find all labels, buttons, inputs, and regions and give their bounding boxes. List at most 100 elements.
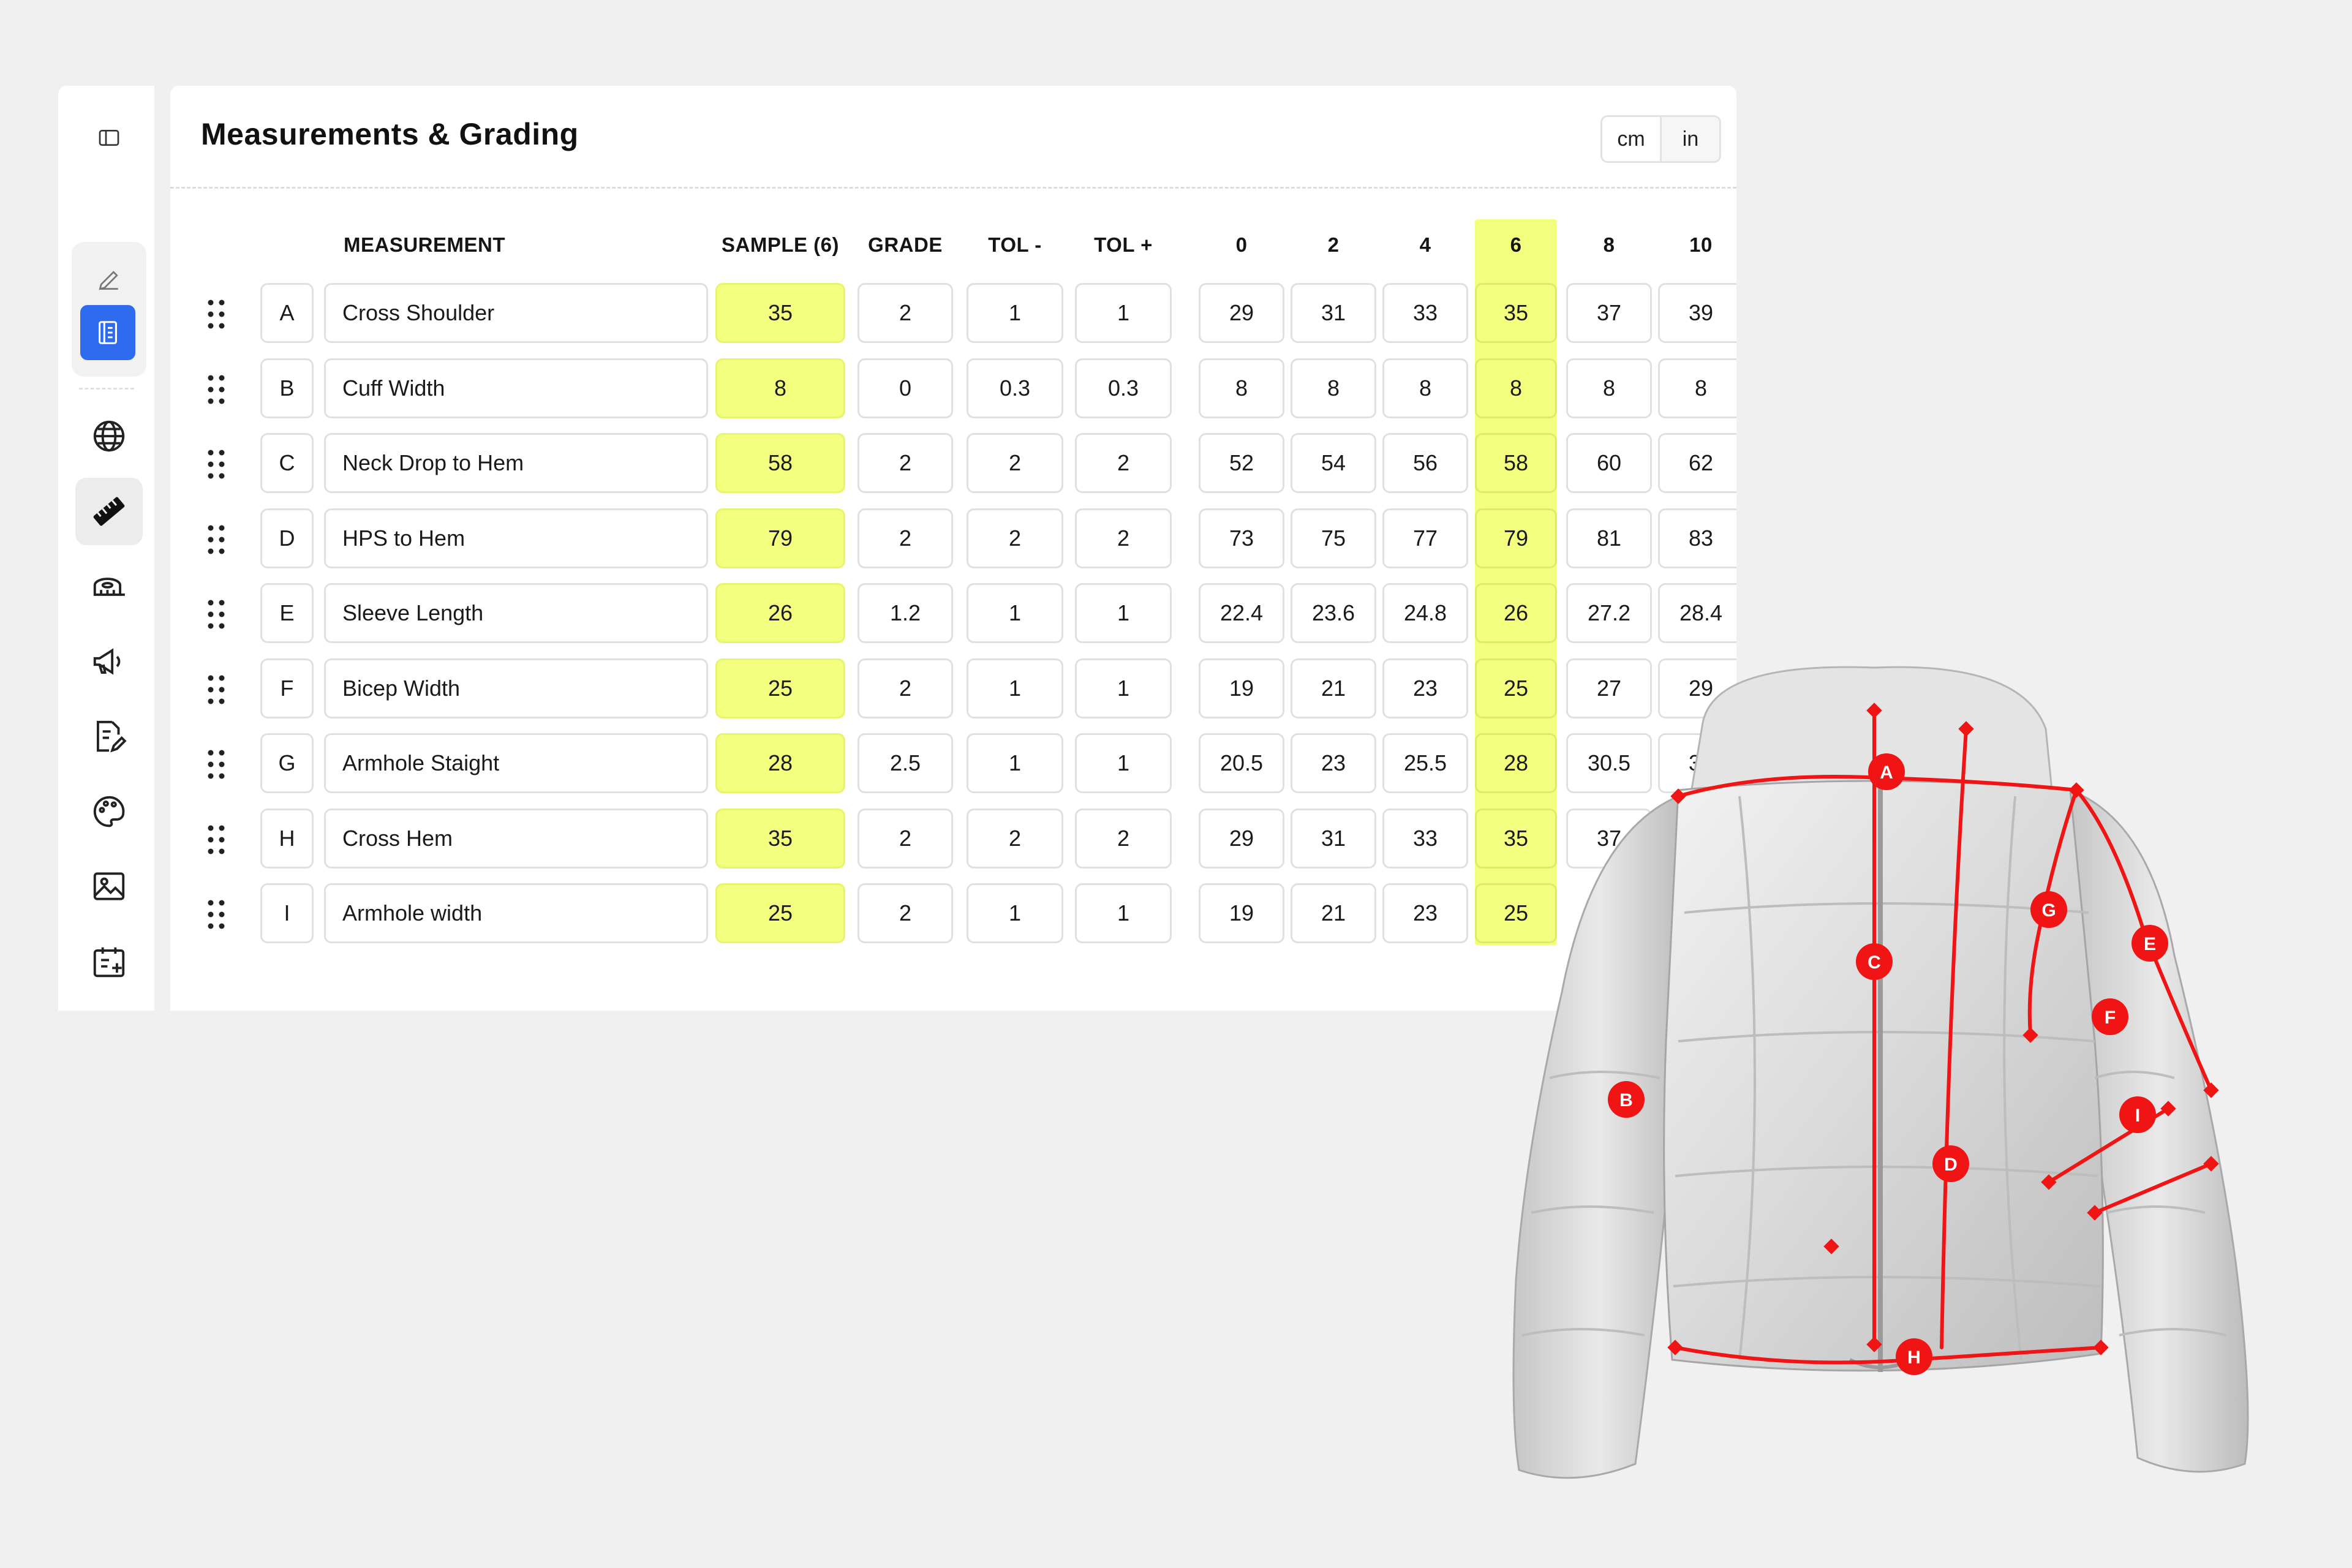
size-value-cell[interactable]: 29 [1199,283,1284,343]
grade-cell[interactable]: 2.5 [858,733,953,793]
sample-cell[interactable]: 35 [715,808,845,869]
tol-minus-cell[interactable]: 1 [967,883,1063,943]
size-value-cell[interactable]: 28.4 [1658,583,1736,643]
size-value-cell[interactable]: 22.4 [1199,583,1284,643]
size-value-cell[interactable]: 24.8 [1382,583,1468,643]
tol-minus-cell[interactable]: 2 [967,433,1063,493]
measurement-marker[interactable]: B [1608,1081,1645,1118]
name-cell[interactable]: Cross Shoulder [324,283,708,343]
size-value-cell[interactable]: 30.5 [1566,733,1652,793]
unit-cm-button[interactable]: cm [1617,127,1645,151]
size-value-cell-highlighted[interactable]: 8 [1475,358,1557,418]
measurement-marker[interactable]: H [1896,1338,1932,1375]
size-value-cell[interactable]: 20.5 [1199,733,1284,793]
tol-plus-cell[interactable]: 2 [1075,508,1172,568]
size-value-cell[interactable]: 23 [1291,733,1376,793]
size-value-cell[interactable]: 54 [1291,433,1376,493]
size-value-cell[interactable]: 19 [1199,658,1284,718]
grade-cell[interactable]: 0 [858,358,953,418]
size-value-cell[interactable]: 39 [1658,283,1736,343]
size-value-cell[interactable]: 8 [1199,358,1284,418]
tol-plus-cell[interactable]: 1 [1075,283,1172,343]
ruler-button[interactable] [75,478,143,545]
size-value-cell-highlighted[interactable]: 25 [1475,883,1557,943]
size-value-cell[interactable]: 8 [1382,358,1468,418]
size-value-cell-highlighted[interactable]: 26 [1475,583,1557,643]
grade-cell[interactable]: 2 [858,508,953,568]
size-value-cell[interactable]: 19 [1199,883,1284,943]
drag-handle-icon[interactable] [207,449,225,480]
tol-minus-cell[interactable]: 0.3 [967,358,1063,418]
size-value-cell[interactable]: 27.2 [1566,583,1652,643]
size-value-cell[interactable]: 31 [1291,283,1376,343]
size-value-cell[interactable]: 62 [1658,433,1736,493]
sample-cell[interactable]: 8 [715,358,845,418]
drag-handle-icon[interactable] [207,299,225,330]
tol-plus-cell[interactable]: 1 [1075,883,1172,943]
size-value-cell[interactable]: 52 [1199,433,1284,493]
size-value-cell[interactable]: 73 [1199,508,1284,568]
size-value-cell-highlighted[interactable]: 25 [1475,658,1557,718]
size-value-cell-highlighted[interactable]: 28 [1475,733,1557,793]
size-value-cell[interactable]: 56 [1382,433,1468,493]
size-value-cell[interactable]: 31 [1291,808,1376,869]
sample-cell[interactable]: 26 [715,583,845,643]
size-value-cell-highlighted[interactable]: 35 [1475,283,1557,343]
measurement-marker[interactable]: F [2092,998,2128,1035]
size-value-cell[interactable]: 8 [1566,358,1652,418]
size-value-cell[interactable]: 21 [1291,658,1376,718]
sample-cell[interactable]: 28 [715,733,845,793]
name-cell[interactable]: Cuff Width [324,358,708,418]
calendar-add-button[interactable] [75,928,143,995]
sample-cell[interactable]: 35 [715,283,845,343]
name-cell[interactable]: Cross Hem [324,808,708,869]
tol-minus-cell[interactable]: 1 [967,658,1063,718]
tol-minus-cell[interactable]: 1 [967,733,1063,793]
grade-cell[interactable]: 2 [858,658,953,718]
size-value-cell[interactable]: 8 [1291,358,1376,418]
globe-button[interactable] [75,402,143,470]
name-cell[interactable]: Armhole width [324,883,708,943]
document-edit-button[interactable] [75,703,143,770]
measurement-marker[interactable]: I [2119,1096,2156,1133]
name-cell[interactable]: Bicep Width [324,658,708,718]
drag-handle-icon[interactable] [207,674,225,705]
measurement-marker[interactable]: G [2030,891,2067,928]
tol-minus-cell[interactable]: 1 [967,583,1063,643]
size-value-cell[interactable]: 23 [1382,883,1468,943]
sample-cell[interactable]: 25 [715,883,845,943]
sample-cell[interactable]: 25 [715,658,845,718]
size-value-cell[interactable]: 23 [1382,658,1468,718]
panel-toggle-button[interactable] [75,104,143,172]
tol-plus-cell[interactable]: 1 [1075,733,1172,793]
spec-sheet-button[interactable] [80,305,135,360]
size-value-cell[interactable]: 33 [1382,283,1468,343]
tol-plus-cell[interactable]: 0.3 [1075,358,1172,418]
size-value-cell[interactable]: 29 [1658,658,1736,718]
drag-handle-icon[interactable] [207,824,225,855]
size-value-cell-highlighted[interactable]: 79 [1475,508,1557,568]
tol-minus-cell[interactable]: 2 [967,808,1063,869]
grade-cell[interactable]: 2 [858,808,953,869]
size-value-cell[interactable]: 77 [1382,508,1468,568]
size-value-cell[interactable]: 27 [1566,658,1652,718]
name-cell[interactable]: HPS to Hem [324,508,708,568]
drag-handle-icon[interactable] [207,899,225,930]
size-value-cell[interactable]: 75 [1291,508,1376,568]
grade-cell[interactable]: 2 [858,883,953,943]
size-value-cell[interactable]: 83 [1658,508,1736,568]
name-cell[interactable]: Neck Drop to Hem [324,433,708,493]
size-value-cell[interactable]: 81 [1566,508,1652,568]
size-value-cell[interactable]: 29 [1199,808,1284,869]
size-value-cell[interactable]: 33 [1382,808,1468,869]
tol-plus-cell[interactable]: 1 [1075,658,1172,718]
size-value-cell[interactable]: 21 [1291,883,1376,943]
palette-button[interactable] [75,778,143,845]
name-cell[interactable]: Armhole Staight [324,733,708,793]
drag-handle-icon[interactable] [207,374,225,405]
sample-cell[interactable]: 58 [715,433,845,493]
campaign-button[interactable] [75,628,143,695]
measuring-tape-button[interactable] [75,553,143,620]
size-value-cell[interactable]: 8 [1658,358,1736,418]
unit-in-button[interactable]: in [1660,117,1719,161]
